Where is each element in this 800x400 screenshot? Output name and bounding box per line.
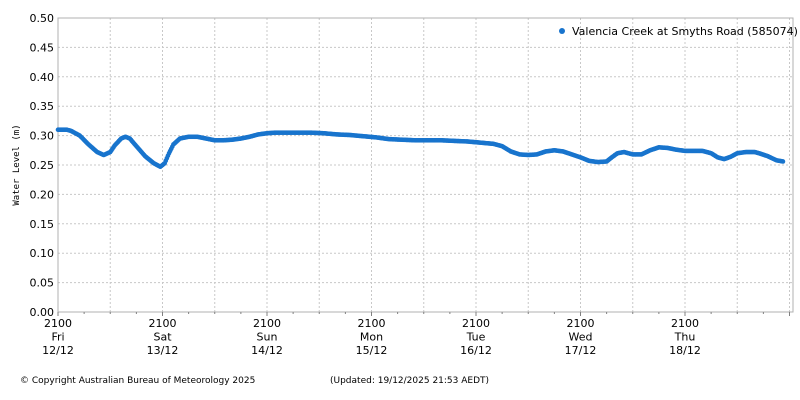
- x-tick-label: 2100 Mon 15/12: [356, 317, 388, 357]
- y-axis-ticks: 0.00 0.05 0.10 0.15 0.20 0.25 0.30 0.35 0.40 0.45…: [30, 12, 55, 319]
- legend-marker: [559, 28, 565, 34]
- y-axis-label: Water Level (m): [12, 124, 22, 205]
- y-tick-label: 0.05: [30, 277, 55, 290]
- y-tick-label: 0.35: [30, 100, 55, 113]
- y-tick-label: 0.15: [30, 218, 55, 231]
- legend-label: Valencia Creek at Smyths Road (585074): [572, 25, 798, 38]
- y-tick-label: 0.10: [30, 247, 55, 260]
- copyright-text: © Copyright Australian Bureau of Meteoro…: [20, 376, 255, 386]
- y-tick-label: 0.00: [30, 306, 55, 319]
- y-tick-label: 0.20: [30, 188, 55, 201]
- x-tick-label: 2100 Sat 13/12: [147, 317, 179, 357]
- x-axis-ticks: 2100 Fri 12/12 2100 Sat 13/12 2100 Sun 14/12 2100…: [42, 312, 790, 357]
- x-tick-label: 2100 Thu 18/12: [669, 317, 701, 357]
- y-tick-label: 0.50: [30, 12, 55, 25]
- series-points: [55, 127, 786, 170]
- grid: [58, 17, 793, 313]
- updated-timestamp: (Updated: 19/12/2025 21:53 AEDT): [330, 376, 489, 386]
- legend: Valencia Creek at Smyths Road (585074): [559, 25, 798, 38]
- y-tick-label: 0.30: [30, 130, 55, 143]
- x-tick-label: 2100 Tue 16/12: [460, 317, 492, 357]
- x-tick-label: 2100 Fri 12/12: [42, 317, 74, 357]
- y-tick-label: 0.25: [30, 159, 55, 172]
- y-tick-label: 0.40: [30, 71, 55, 84]
- x-tick-label: 2100 Sun 14/12: [251, 317, 283, 357]
- data-point: [780, 159, 786, 164]
- plot-area-border: [57, 17, 794, 313]
- x-tick-label: 2100 Wed 17/12: [565, 317, 597, 357]
- y-tick-label: 0.45: [30, 41, 55, 54]
